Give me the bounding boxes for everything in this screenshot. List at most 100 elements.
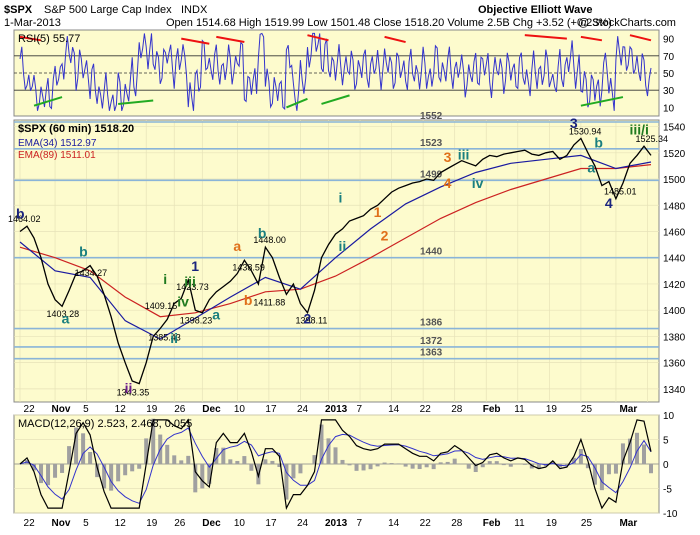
- price-panel: [14, 120, 659, 402]
- wave-label: iv: [177, 293, 189, 309]
- macd-histogram-bar: [263, 459, 267, 464]
- legend-ema89: EMA(89) 1511.01: [18, 150, 96, 161]
- x-tick-label: 12: [115, 404, 127, 415]
- x-tick-label: 19: [546, 404, 558, 415]
- x-tick-label: 17: [265, 404, 277, 415]
- x-tick-label: 22: [24, 404, 36, 415]
- wave-label: a: [233, 238, 241, 254]
- x-tick-label: Dec: [202, 518, 221, 529]
- price-tick-label: 1340: [663, 385, 686, 396]
- macd-histogram-bar: [123, 464, 127, 475]
- legend-ema34: EMA(34) 1512.97: [18, 138, 97, 149]
- price-tick-label: 1440: [663, 254, 686, 265]
- macd-histogram-bar: [453, 459, 457, 464]
- price-tick-label: 1500: [663, 175, 686, 186]
- macd-tick-label: -10: [663, 509, 678, 520]
- macd-histogram-bar: [390, 463, 394, 464]
- macd-histogram-bar: [369, 464, 373, 469]
- x-tick-label: Nov: [52, 404, 71, 415]
- index-name: S&P 500 Large Cap Index: [44, 4, 172, 16]
- macd-histogram-bar: [88, 452, 92, 464]
- x-tick-label: 28: [451, 404, 463, 415]
- price-tick-label: 1480: [663, 201, 686, 212]
- price-annotation: 1411.88: [253, 298, 285, 308]
- macd-histogram-bar: [291, 464, 295, 478]
- macd-histogram-bar: [53, 464, 57, 478]
- macd-histogram-bar: [404, 464, 408, 467]
- wave-label: 3: [570, 115, 578, 131]
- brand-title: Objective Elliott Wave: [478, 4, 593, 16]
- price-title: $SPX (60 min) 1518.20: [18, 123, 134, 135]
- price-tick-label: 1360: [663, 359, 686, 370]
- macd-histogram-bar: [165, 445, 169, 464]
- x-tick-label: 11: [514, 518, 525, 529]
- wave-label: i: [163, 271, 167, 287]
- x-tick-label: 19: [146, 404, 158, 415]
- macd-histogram-bar: [249, 464, 253, 471]
- x-tick-label: 26: [174, 404, 186, 415]
- macd-histogram-bar: [46, 464, 50, 485]
- x-tick-label: 26: [174, 518, 186, 529]
- x-tick-label: 5: [83, 404, 89, 415]
- wave-label: iii/i: [629, 121, 648, 137]
- price-annotation: 1409.15: [145, 301, 178, 311]
- macd-tick-label: 10: [663, 411, 675, 422]
- macd-histogram-bar: [355, 464, 359, 471]
- symbol: $SPX: [4, 4, 33, 16]
- macd-histogram-bar: [81, 433, 85, 464]
- macd-histogram-bar: [432, 464, 436, 469]
- macd-histogram-bar: [649, 464, 653, 473]
- wave-label: ii: [170, 330, 178, 346]
- macd-histogram-bar: [270, 461, 274, 464]
- wave-label: b: [594, 135, 603, 151]
- rsi-tick-label: 70: [663, 52, 675, 63]
- rsi-tick-label: 90: [663, 35, 675, 46]
- quote-line: Open 1514.68 High 1519.99 Low 1501.48 Cl…: [166, 17, 612, 29]
- x-tick-label: 14: [388, 404, 400, 415]
- wave-label: b: [244, 292, 253, 308]
- macd-histogram-bar: [179, 460, 183, 464]
- price-annotation: 1434.27: [75, 268, 108, 278]
- macd-histogram-bar: [341, 460, 345, 464]
- macd-histogram-bar: [607, 464, 611, 474]
- wave-label: b: [258, 225, 267, 241]
- macd-histogram-bar: [383, 463, 387, 464]
- x-tick-label: 2013: [325, 518, 348, 529]
- macd-histogram-bar: [614, 464, 618, 474]
- wave-label: iv: [472, 175, 484, 191]
- x-tick-label: Feb: [483, 404, 501, 415]
- level-label: 1372: [420, 336, 443, 347]
- copyright: @ StockCharts.com: [578, 17, 676, 29]
- x-tick-label: 10: [234, 518, 246, 529]
- price-tick-label: 1380: [663, 332, 686, 343]
- wave-label: ii: [339, 238, 347, 254]
- wave-label: 4: [605, 195, 613, 211]
- wave-label: iii: [458, 146, 470, 162]
- macd-histogram-bar: [200, 464, 204, 488]
- price-annotation: 1398.23: [180, 316, 213, 326]
- x-tick-label: 5: [83, 518, 89, 529]
- level-label: 1440: [420, 247, 443, 258]
- macd-histogram-bar: [116, 464, 120, 481]
- price-tick-label: 1460: [663, 227, 686, 238]
- x-tick-label: 24: [297, 518, 309, 529]
- x-tick-label: 11: [514, 404, 525, 415]
- x-tick-label: 24: [297, 404, 309, 415]
- price-tick-label: 1520: [663, 149, 686, 160]
- x-tick-label: 22: [24, 518, 36, 529]
- x-tick-label: 2013: [325, 404, 348, 415]
- x-tick-label: 14: [388, 518, 400, 529]
- x-tick-label: 22: [420, 404, 432, 415]
- wave-label: ii: [125, 380, 133, 396]
- macd-histogram-bar: [144, 438, 148, 464]
- macd-histogram-bar: [495, 461, 499, 464]
- x-tick-label: 22: [420, 518, 432, 529]
- exchange: INDX: [181, 4, 208, 16]
- macd-tick-label: -5: [663, 485, 672, 496]
- x-tick-label: Dec: [202, 404, 221, 415]
- macd-histogram-bar: [488, 461, 492, 464]
- price-annotation: 1398.11: [295, 316, 327, 326]
- macd-histogram-bar: [509, 464, 513, 467]
- level-label: 1386: [420, 318, 443, 329]
